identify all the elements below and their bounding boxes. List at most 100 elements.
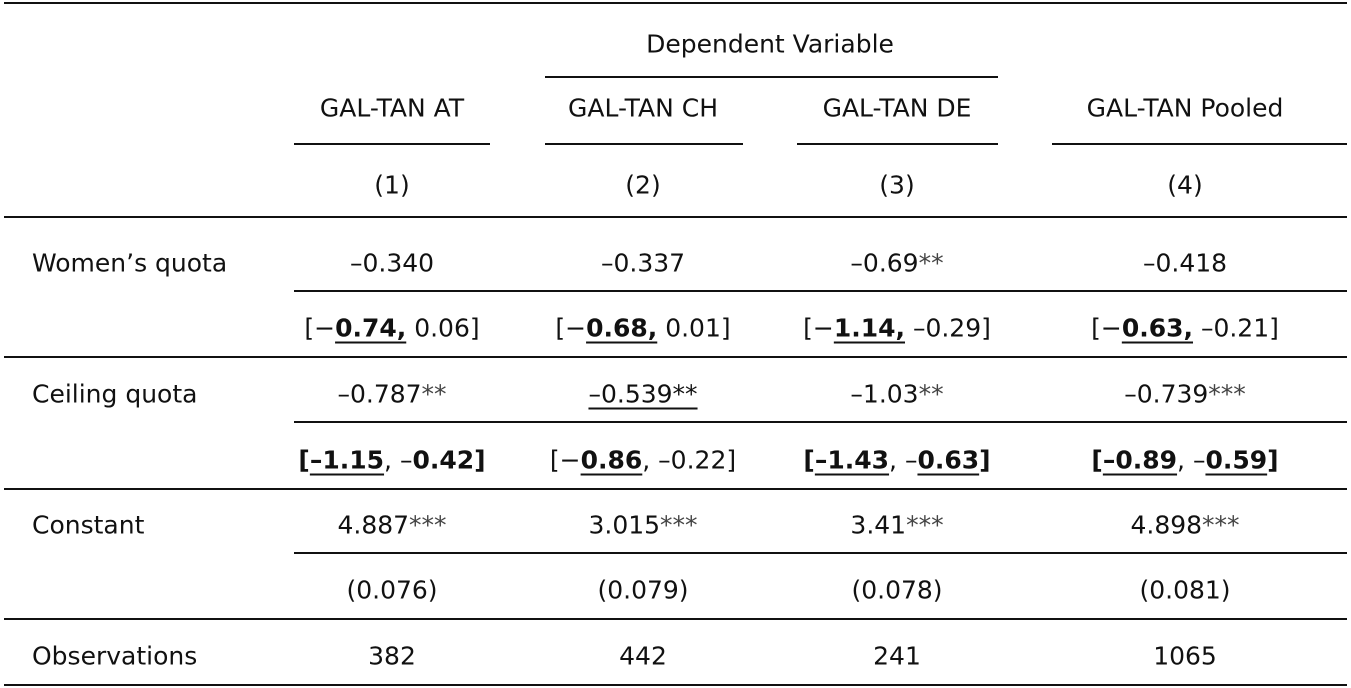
cell: (0.076) bbox=[346, 578, 437, 603]
cell-text: 0.01] bbox=[657, 313, 731, 343]
cell-text: [− bbox=[555, 313, 587, 343]
cell-text: –0.69 bbox=[850, 248, 919, 278]
rule bbox=[4, 2, 1347, 4]
rule bbox=[797, 143, 998, 145]
cell: 241 bbox=[873, 641, 921, 671]
significance-stars: *** bbox=[906, 510, 944, 540]
cell-text: –0.29] bbox=[905, 313, 991, 343]
cell: –1.03** bbox=[850, 382, 943, 407]
cell-text: –0.21] bbox=[1193, 313, 1279, 343]
cell: –0.340 bbox=[350, 251, 434, 276]
rule bbox=[4, 488, 1347, 490]
cell-text: –1.03 bbox=[850, 379, 919, 409]
cell: [−0.74, 0.06] bbox=[304, 316, 479, 341]
cell-text: 0.63, bbox=[1121, 313, 1194, 343]
significance-stars: ** bbox=[421, 379, 447, 409]
rule bbox=[294, 143, 490, 145]
cell-text: –0.418 bbox=[1142, 248, 1228, 278]
rule bbox=[4, 684, 1347, 686]
rule bbox=[1052, 143, 1347, 145]
cell-text: –0.787 bbox=[337, 379, 422, 409]
cell: [–1.43, –0.63] bbox=[803, 448, 990, 473]
cell-text: –0.337 bbox=[600, 248, 686, 278]
column-number: (1) bbox=[374, 170, 410, 200]
cell: (0.079) bbox=[597, 578, 688, 603]
rule bbox=[4, 216, 1347, 218]
cell-text: , – bbox=[384, 445, 413, 475]
cell-text: (0.079) bbox=[597, 575, 689, 605]
column-number: (4) bbox=[1167, 170, 1203, 200]
cell-text: [− bbox=[549, 445, 581, 475]
cell-text: 0.06] bbox=[406, 313, 480, 343]
cell: [–0.89, –0.59] bbox=[1091, 448, 1278, 473]
significance-stars: ** bbox=[918, 379, 944, 409]
cell-text: 4.887 bbox=[337, 510, 410, 540]
row-label: Ceiling quota bbox=[32, 379, 198, 409]
cell-text: , – bbox=[1177, 445, 1206, 475]
cell: [−0.63, –0.21] bbox=[1091, 316, 1279, 341]
column-number: (3) bbox=[879, 170, 915, 200]
column-header: GAL-TAN AT bbox=[319, 93, 465, 123]
cell: 1065 bbox=[1153, 641, 1217, 671]
cell-text: ] bbox=[979, 445, 991, 475]
cell: 3.015*** bbox=[588, 513, 697, 538]
cell-text: 3.41 bbox=[850, 510, 907, 540]
cell-text: –0.739 bbox=[1124, 379, 1209, 409]
cell: (0.078) bbox=[851, 578, 942, 603]
rule bbox=[545, 76, 998, 78]
cell-text: ] bbox=[474, 445, 486, 475]
cell-text: –1.43 bbox=[814, 445, 890, 475]
cell-text: , – bbox=[889, 445, 918, 475]
rule bbox=[294, 552, 1347, 554]
cell-text: [− bbox=[803, 313, 834, 343]
cell-text: –0.340 bbox=[349, 248, 435, 278]
cell-text: , –0.22] bbox=[642, 445, 737, 475]
cell: –0.539** bbox=[588, 382, 697, 407]
cell: –0.69** bbox=[850, 251, 943, 276]
rule bbox=[294, 421, 1347, 423]
cell-text: 0.42 bbox=[412, 445, 475, 475]
cell-text: [− bbox=[1091, 313, 1122, 343]
cell: [−1.14, –0.29] bbox=[803, 316, 991, 341]
cell-text: –0.89 bbox=[1102, 445, 1178, 475]
column-number: (2) bbox=[625, 170, 661, 200]
cell: [−0.86, –0.22] bbox=[550, 448, 736, 473]
cell: –0.787** bbox=[337, 382, 446, 407]
cell: [–1.15, –0.42] bbox=[298, 448, 485, 473]
cell-text: [ bbox=[803, 445, 815, 475]
significance-stars: *** bbox=[409, 510, 447, 540]
cell-text: 4.898 bbox=[1130, 510, 1203, 540]
rule bbox=[294, 290, 1347, 292]
cell: –0.418 bbox=[1143, 251, 1227, 276]
cell-text: (0.081) bbox=[1139, 575, 1231, 605]
cell-text: 0.68, bbox=[586, 313, 658, 343]
cell-text: 0.86 bbox=[580, 445, 643, 475]
column-header: GAL-TAN DE bbox=[822, 93, 972, 123]
rule bbox=[4, 618, 1347, 620]
cell-text: 0.59 bbox=[1205, 445, 1268, 475]
cell: 3.41*** bbox=[850, 513, 943, 538]
row-label: Observations bbox=[32, 641, 198, 671]
cell-text: 3.015 bbox=[588, 510, 661, 540]
cell: 4.887*** bbox=[337, 513, 446, 538]
rule bbox=[545, 143, 743, 145]
cell-text: 0.74, bbox=[335, 313, 407, 343]
row-label: Women’s quota bbox=[32, 248, 228, 278]
cell: 442 bbox=[619, 641, 667, 671]
significance-stars: *** bbox=[1202, 510, 1240, 540]
cell-text: –0.539** bbox=[588, 379, 698, 409]
significance-stars: ** bbox=[918, 248, 944, 278]
cell-text: (0.076) bbox=[346, 575, 438, 605]
cell-text: [− bbox=[304, 313, 336, 343]
cell: 4.898*** bbox=[1130, 513, 1239, 538]
cell-text: 0.63 bbox=[917, 445, 980, 475]
cell: –0.739*** bbox=[1124, 382, 1246, 407]
cell-text: ] bbox=[1267, 445, 1279, 475]
cell-text: (0.078) bbox=[851, 575, 943, 605]
spanner-header: Dependent Variable bbox=[646, 29, 894, 59]
significance-stars: *** bbox=[1208, 379, 1246, 409]
cell: –0.337 bbox=[601, 251, 685, 276]
significance-stars: *** bbox=[660, 510, 698, 540]
cell-text: –1.15 bbox=[309, 445, 385, 475]
